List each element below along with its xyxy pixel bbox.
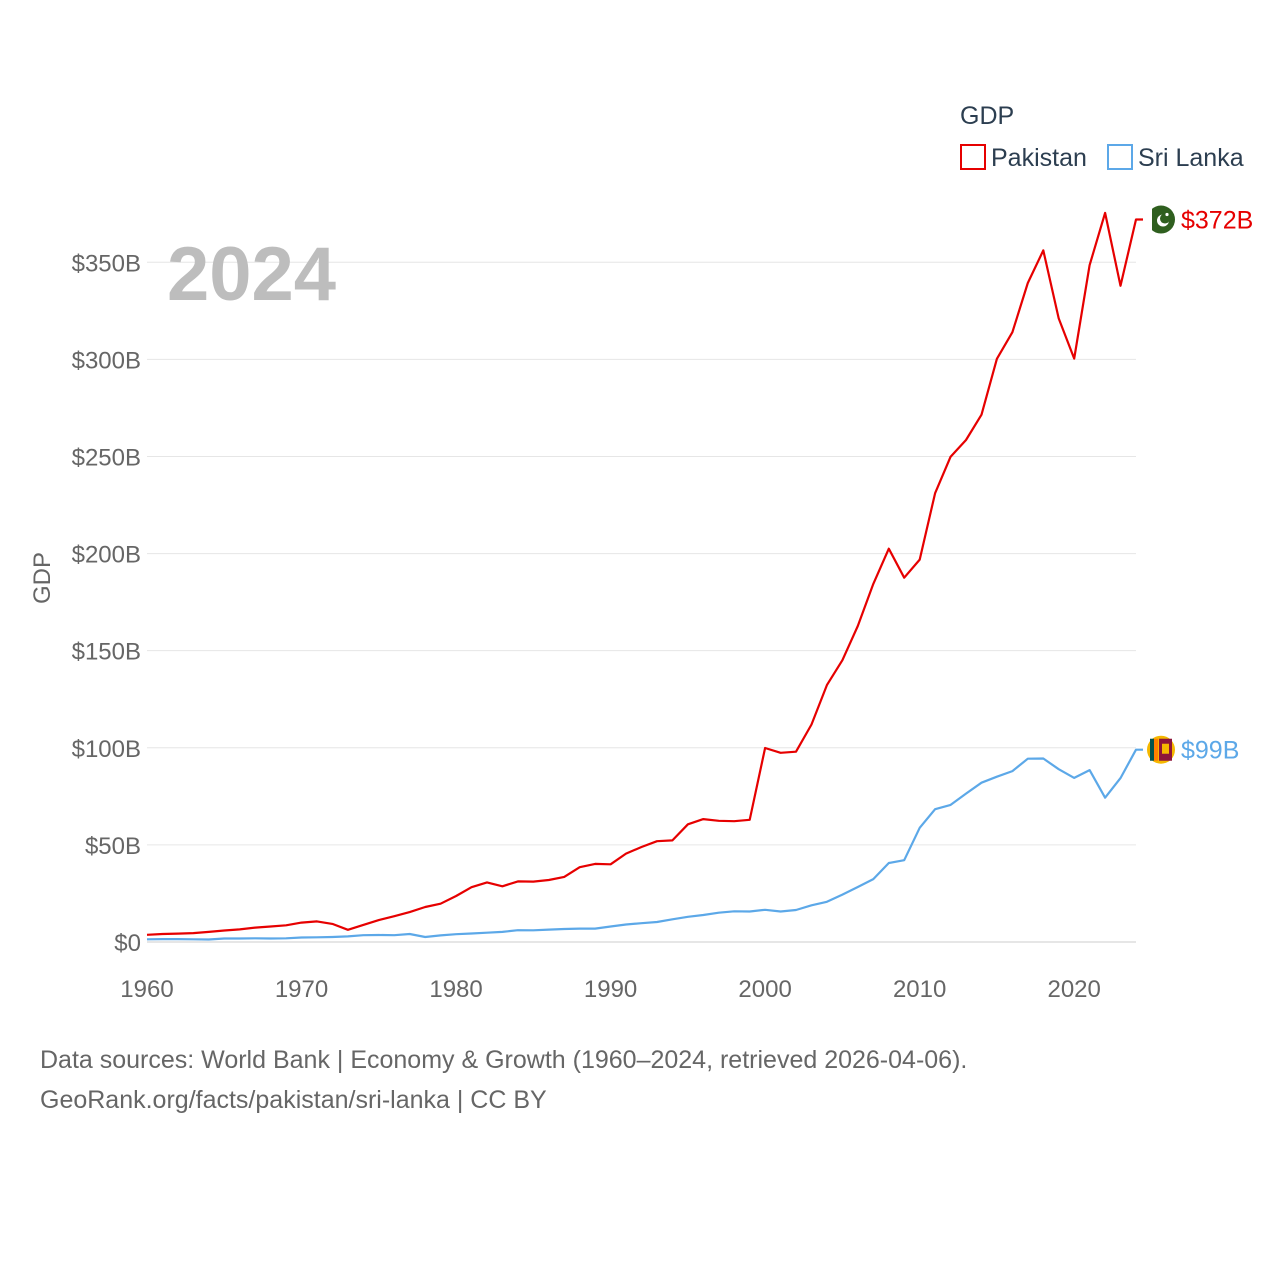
legend-title: GDP <box>960 102 1014 130</box>
grid-lines <box>147 261 1136 846</box>
legend-swatch-sri-lanka[interactable] <box>1107 144 1133 170</box>
y-axis: $0 $50B $100B $150B $200B $250B $300B $350B <box>72 250 141 957</box>
y-tick-label: $300B <box>72 347 141 374</box>
y-tick-label: $0 <box>114 930 141 957</box>
series-line-sri-lanka[interactable] <box>146 748 1143 941</box>
y-tick-label: $50B <box>85 833 141 860</box>
y-tick-label: $250B <box>72 444 141 471</box>
series-line-pakistan[interactable] <box>146 211 1143 936</box>
flag-lion <box>1162 743 1169 754</box>
end-value-label-pakistan: $372B <box>1181 207 1253 235</box>
legend-label-sri-lanka[interactable]: Sri Lanka <box>1138 144 1244 172</box>
x-tick-label: 2010 <box>893 976 946 1003</box>
y-tick-label: $100B <box>72 736 141 763</box>
x-tick-label: 1960 <box>120 976 173 1003</box>
source-note: Data sources: World Bank | Economy & Gro… <box>40 1040 1240 1120</box>
x-tick-label: 1970 <box>275 976 328 1003</box>
y-tick-label: $150B <box>72 639 141 666</box>
x-axis: 1960 1970 1980 1990 2000 2010 2020 <box>120 976 1101 1003</box>
sri-lanka-flag-icon <box>1147 735 1175 764</box>
legend: GDP Pakistan Sri Lanka <box>960 102 1244 172</box>
x-tick-label: 2000 <box>738 976 791 1003</box>
y-axis-title: GDP <box>29 552 56 604</box>
y-tick-label: $350B <box>72 250 141 277</box>
end-markers: $372B $99B <box>1147 205 1253 765</box>
year-label: 2024 <box>167 232 336 317</box>
series-lines <box>146 211 1143 941</box>
star <box>1165 212 1169 217</box>
y-tick-label: $200B <box>72 542 141 569</box>
attribution-line[interactable]: GeoRank.org/facts/pakistan/sri-lanka | C… <box>40 1086 547 1114</box>
end-value-label-sri-lanka: $99B <box>1181 737 1239 765</box>
flag-white-band <box>1147 205 1152 234</box>
x-tick-label: 2020 <box>1047 976 1100 1003</box>
legend-swatch-pakistan[interactable] <box>960 144 986 170</box>
x-tick-label: 1990 <box>584 976 637 1003</box>
x-tick-label: 1980 <box>429 976 482 1003</box>
flag-green-band <box>1150 738 1154 761</box>
legend-label-pakistan[interactable]: Pakistan <box>991 144 1087 172</box>
flag-orange-band <box>1154 738 1158 761</box>
pakistan-flag-icon <box>1147 205 1175 234</box>
source-line: Data sources: World Bank | Economy & Gro… <box>40 1046 968 1074</box>
